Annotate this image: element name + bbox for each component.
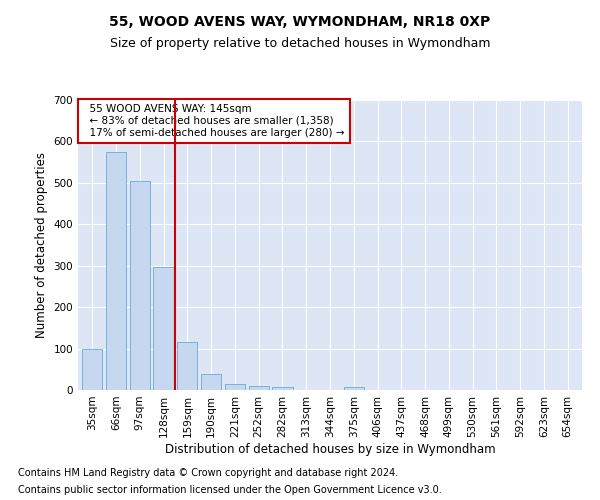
Text: Size of property relative to detached houses in Wymondham: Size of property relative to detached ho…: [110, 38, 490, 51]
Bar: [225, 384, 245, 390]
X-axis label: Distribution of detached houses by size in Wymondham: Distribution of detached houses by size …: [164, 442, 496, 456]
Bar: [106, 152, 126, 390]
Bar: [248, 386, 269, 390]
Bar: [344, 387, 364, 390]
Bar: [82, 348, 103, 390]
Text: Contains HM Land Registry data © Crown copyright and database right 2024.: Contains HM Land Registry data © Crown c…: [18, 468, 398, 477]
Text: 55 WOOD AVENS WAY: 145sqm
  ← 83% of detached houses are smaller (1,358)
  17% o: 55 WOOD AVENS WAY: 145sqm ← 83% of detac…: [83, 104, 344, 138]
Text: Contains public sector information licensed under the Open Government Licence v3: Contains public sector information licen…: [18, 485, 442, 495]
Bar: [272, 387, 293, 390]
Bar: [177, 342, 197, 390]
Bar: [154, 266, 173, 390]
Y-axis label: Number of detached properties: Number of detached properties: [35, 152, 48, 338]
Bar: [201, 374, 221, 390]
Text: 55, WOOD AVENS WAY, WYMONDHAM, NR18 0XP: 55, WOOD AVENS WAY, WYMONDHAM, NR18 0XP: [109, 15, 491, 29]
Bar: [130, 181, 150, 390]
